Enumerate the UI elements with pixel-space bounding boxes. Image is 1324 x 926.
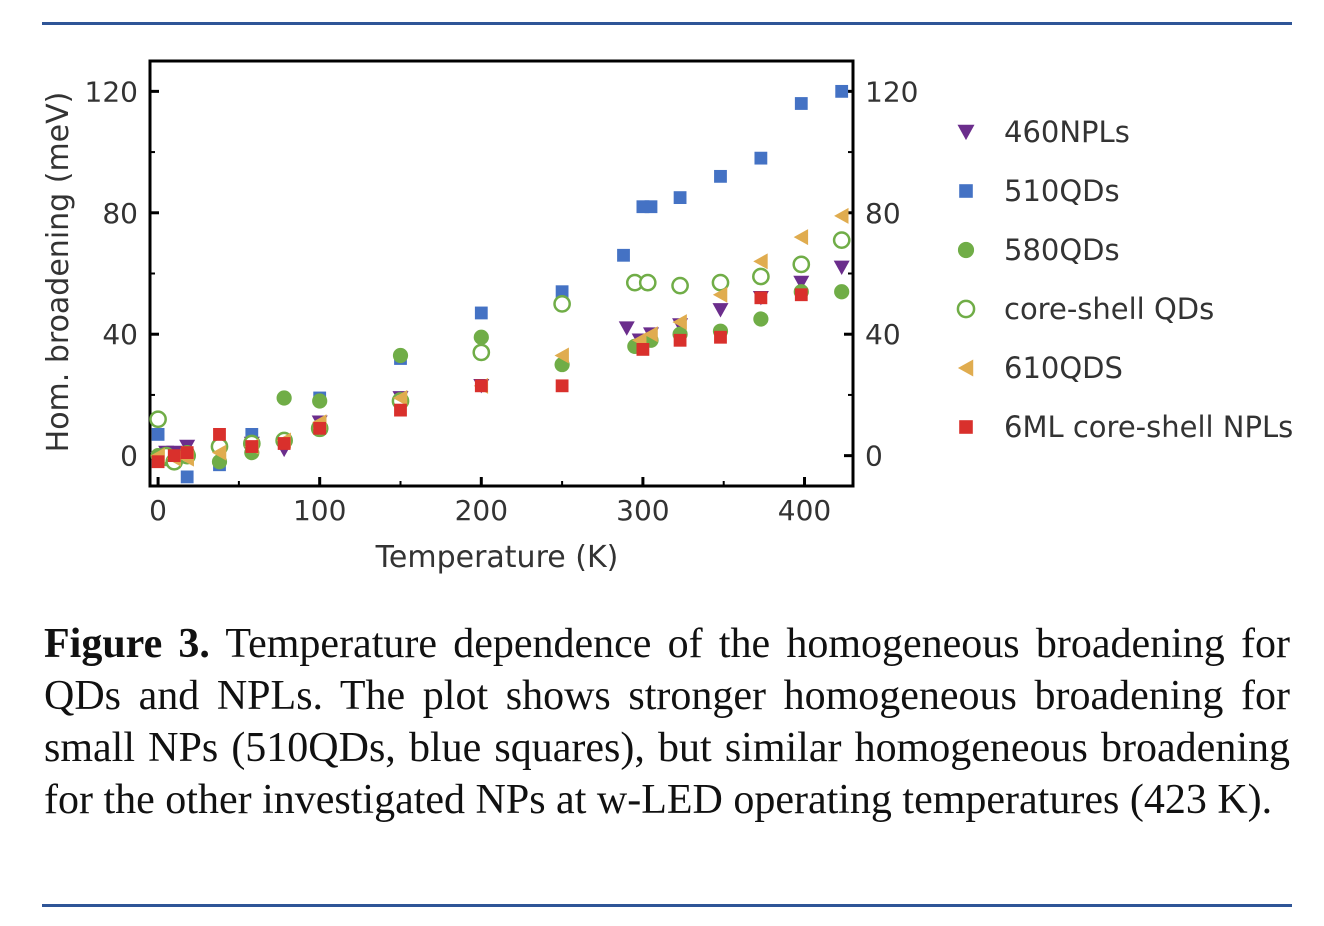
data-point [793,229,809,246]
right-y-tick-label: 120 [865,75,918,108]
legend-label: 460NPLs [1004,115,1130,149]
legend-label: 510QDs [1004,174,1120,208]
data-point [554,347,569,364]
data-point [754,151,768,165]
right-y-tick-label: 40 [865,318,901,351]
data-point [712,286,728,303]
data-point [473,329,489,345]
caption-label: Figure 3. [44,621,210,667]
data-point [644,200,658,214]
legend-label: 580QDs [1004,233,1120,267]
data-point [834,207,849,224]
data-point [832,231,851,249]
data-point [714,169,727,183]
data-point [151,427,165,441]
y-axis-label: Hom. broadening (meV) [41,92,76,453]
data-point [711,273,730,292]
data-point [312,393,328,409]
data-point [672,314,687,331]
data-point [712,303,729,318]
legend-marker [959,420,973,434]
y-tick-label: 120 [85,75,138,108]
data-point [753,311,769,327]
data-point [151,455,165,469]
caption-text: Temperature dependence of the homogeneou… [44,621,1290,823]
legend-marker [957,124,975,141]
data-point [313,421,327,435]
data-point [555,379,569,393]
data-point [394,403,407,417]
plot-frame [148,59,855,488]
series-5 [151,288,808,469]
data-point [673,333,687,347]
x-tick-label: 200 [455,494,508,527]
data-point [180,446,194,460]
data-point [618,321,635,336]
data-point [472,343,491,362]
bottom-rule [42,904,1292,907]
top-rule [42,22,1292,25]
plot-area: 0 100 200 300 400 0 40 80 120 0 40 80 120 [85,59,918,527]
data-point [643,326,658,343]
data-point [392,389,408,406]
legend-marker [957,241,975,259]
data-point [211,444,227,461]
data-point [794,288,808,302]
y-tick-label: 0 [120,440,138,473]
x-tick-label: 100 [293,494,346,527]
data-point [553,295,571,313]
legend-marker [956,299,976,319]
data-point [474,306,488,320]
series-4 [150,207,849,467]
legend: 460NPLs 510QDs 580QDs core-shell QDs 610QDS 6… [956,115,1293,444]
data-point [754,291,768,305]
figure-caption: Figure 3. Temperature dependence of the … [44,618,1290,826]
data-point [276,390,292,406]
data-point [180,470,194,484]
data-point [793,275,810,291]
data-point [636,342,650,356]
data-point [213,427,226,441]
data-point [834,284,850,300]
data-point [167,449,181,463]
legend-label: core-shell QDs [1004,292,1214,326]
legend-label: 610QDS [1004,351,1123,385]
data-point [638,273,657,292]
data-point [671,276,689,295]
data-point [673,191,687,205]
data-point [474,379,488,393]
y-tick-label: 40 [102,318,138,351]
legend-marker [957,359,974,377]
data-point [833,260,850,276]
data-point [835,84,849,98]
x-tick-label: 400 [778,494,831,527]
data-point [794,97,808,110]
scatter-chart: 0 100 200 300 400 0 40 80 120 0 40 80 120 Temperatur… [41,59,1293,575]
x-tick-label: 0 [149,494,167,527]
y-tick-label: 80 [102,197,138,230]
x-axis-label: Temperature (K) [375,540,619,575]
data-point [555,285,569,299]
data-point [752,267,770,286]
series-1 [151,84,849,484]
data-point [149,410,167,429]
right-y-tick-label: 0 [865,440,883,473]
legend-marker [959,184,973,198]
x-tick-label: 300 [616,494,669,527]
data-point [277,437,291,450]
data-point [753,253,768,270]
data-point [714,330,727,344]
legend-label: 6ML core-shell NPLs [1004,410,1293,444]
data-point [392,347,409,364]
data-point [617,248,630,262]
right-y-tick-label: 80 [865,197,901,230]
data-point [245,440,259,453]
data-point [792,255,811,274]
